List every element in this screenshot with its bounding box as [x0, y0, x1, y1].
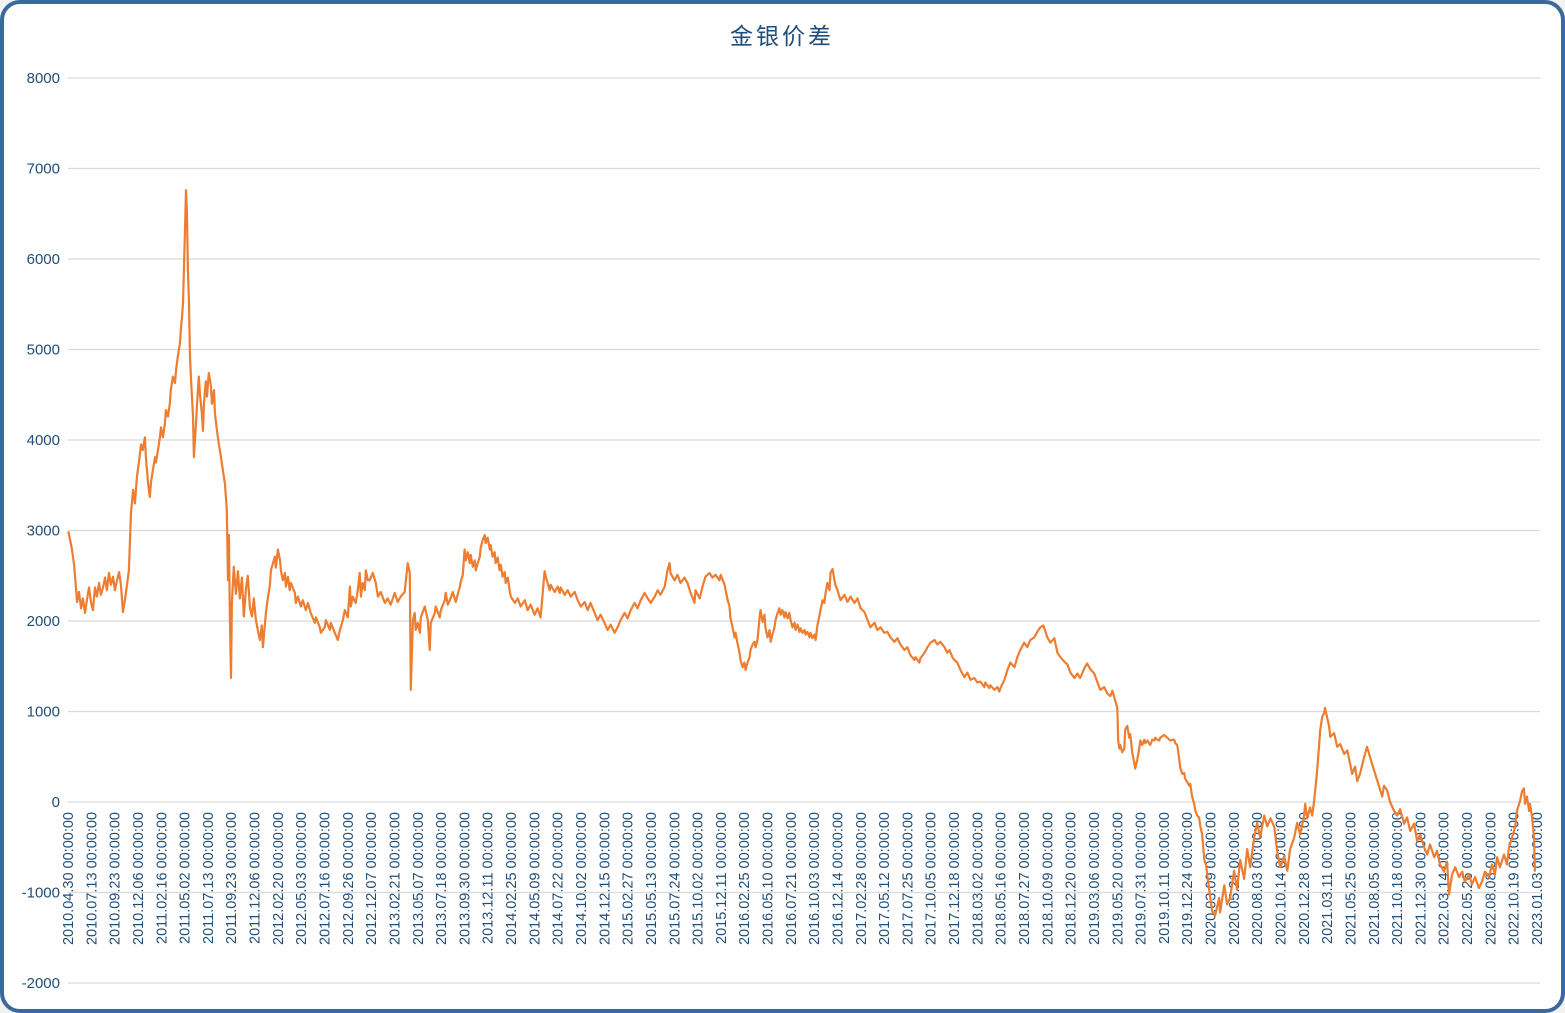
- x-axis-tick-label: 2011.12.06 00:00:00: [248, 812, 264, 944]
- x-axis-tick-label: 2018.05.16 00:00:00: [994, 812, 1010, 945]
- x-axis-tick-label: 2016.02.25 00:00:00: [737, 812, 753, 945]
- y-axis-tick-label: -1000: [22, 885, 60, 902]
- x-axis-tick-label: 2017.02.28 00:00:00: [854, 812, 870, 945]
- x-axis-tick-label: 2014.05.09 00:00:00: [527, 812, 543, 945]
- x-axis-tick-label: 2015.02.27 00:00:00: [621, 812, 637, 945]
- x-axis-tick-label: 2022.08.08 00:00:00: [1483, 812, 1499, 945]
- y-axis-tick-label: 8000: [27, 70, 60, 87]
- x-axis-tick-label: 2015.07.24 00:00:00: [667, 812, 683, 945]
- x-axis-tick-label: 2016.12.14 00:00:00: [830, 812, 846, 945]
- x-axis-tick-label: 2014.07.22 00:00:00: [551, 812, 567, 945]
- x-axis-tick-label: 2019.03.06 00:00:00: [1087, 812, 1103, 945]
- x-axis-tick-label: 2010.04.30 00:00:00: [61, 812, 77, 945]
- x-axis-tick-label: 2018.07.27 00:00:00: [1017, 812, 1033, 945]
- x-axis-tick-label: 2020.03.09 00:00:00: [1204, 812, 1220, 945]
- x-axis-tick-label: 2014.12.15 00:00:00: [597, 812, 613, 945]
- y-axis-tick-label: 3000: [27, 523, 60, 540]
- x-axis-tick-label: 2011.09.23 00:00:00: [224, 812, 240, 944]
- x-axis-tick-label: 2021.10.18 00:00:00: [1390, 812, 1406, 945]
- x-axis-tick-label: 2011.05.02 00:00:00: [178, 812, 194, 944]
- x-axis-tick-label: 2021.08.05 00:00:00: [1367, 812, 1383, 945]
- x-axis-tick-label: 2015.12.11 00:00:00: [714, 812, 730, 944]
- x-axis-tick-label: 2016.07.21 00:00:00: [784, 812, 800, 945]
- x-axis-tick-label: 2016.05.10 00:00:00: [761, 812, 777, 945]
- x-axis-tick-label: 2017.12.18 00:00:00: [947, 812, 963, 945]
- x-axis-tick-label: 2019.10.11 00:00:00: [1157, 812, 1173, 944]
- x-axis-tick-label: 2022.05.26 00:00:00: [1460, 812, 1476, 945]
- x-axis-tick-labels: 2010.04.30 00:00:00 2010.07.13 00:00:00 20…: [61, 812, 1546, 945]
- x-axis-tick-label: 2020.12.28 00:00:00: [1297, 812, 1313, 945]
- x-axis-tick-label: 2021.03.11 00:00:00: [1320, 812, 1336, 944]
- x-axis-tick-label: 2021.12.30 00:00:00: [1413, 812, 1429, 945]
- y-axis-tick-label: 5000: [27, 342, 60, 359]
- x-axis-tick-label: 2012.07.16 00:00:00: [317, 812, 333, 945]
- y-axis-tick-label: 1000: [27, 704, 60, 721]
- y-axis-tick-label: 6000: [27, 251, 60, 268]
- chart-plot-area: 2010.04.30 00:00:00 2010.07.13 00:00:00 20…: [22, 24, 1546, 992]
- x-axis-tick-label: 2010.09.23 00:00:00: [108, 812, 124, 945]
- y-axis-tick-label: 2000: [27, 613, 60, 630]
- x-axis-tick-label: 2016.10.03 00:00:00: [807, 812, 823, 945]
- price-spread-line: [67, 189, 1536, 917]
- y-axis-tick-labels: 8000 7000 6000 5000 4000 3000 2000 1000 0 -1000 -2…: [22, 70, 60, 992]
- x-axis-tick-label: 2013.09.30 00:00:00: [457, 812, 473, 945]
- y-axis-tick-label: -2000: [22, 975, 60, 992]
- x-axis-tick-label: 2015.05.13 00:00:00: [644, 812, 660, 945]
- x-axis-tick-label: 2019.05.20 00:00:00: [1110, 812, 1126, 945]
- x-axis-tick-label: 2017.07.25 00:00:00: [900, 812, 916, 945]
- x-axis-tick-label: 2017.10.05 00:00:00: [924, 812, 940, 945]
- x-axis-tick-label: 2014.02.25 00:00:00: [504, 812, 520, 945]
- x-axis-tick-label: 2013.02.21 00:00:00: [387, 812, 403, 945]
- x-axis-tick-label: 2011.07.13 00:00:00: [201, 812, 217, 944]
- x-axis-tick-label: 2012.05.03 00:00:00: [294, 812, 310, 945]
- x-axis-tick-label: 2012.02.20 00:00:00: [271, 812, 287, 945]
- x-axis-tick-label: 2018.12.20 00:00:00: [1064, 812, 1080, 945]
- x-axis-tick-label: 2014.10.02 00:00:00: [574, 812, 590, 945]
- x-axis-tick-label: 2013.05.07 00:00:00: [411, 812, 427, 945]
- x-axis-tick-label: 2021.05.25 00:00:00: [1343, 812, 1359, 945]
- x-axis-tick-label: 2018.10.09 00:00:00: [1040, 812, 1056, 945]
- x-axis-tick-label: 2011.02.16 00:00:00: [154, 812, 170, 944]
- x-axis-tick-label: 2018.03.02 00:00:00: [970, 812, 986, 945]
- x-axis-tick-label: 2013.07.18 00:00:00: [434, 812, 450, 945]
- x-axis-tick-label: 2015.10.02 00:00:00: [691, 812, 707, 945]
- x-axis-tick-label: 2010.07.13 00:00:00: [84, 812, 100, 945]
- x-axis-tick-label: 2017.05.12 00:00:00: [877, 812, 893, 945]
- x-axis-tick-label: 2019.07.31 00:00:00: [1134, 812, 1150, 945]
- y-axis-tick-label: 0: [52, 794, 60, 811]
- x-axis-tick-label: 2019.12.24 00:00:00: [1180, 812, 1196, 945]
- y-axis-tick-label: 4000: [27, 432, 60, 449]
- x-axis-tick-label: 2012.09.26 00:00:00: [341, 812, 357, 945]
- x-axis-tick-label: 2022.03.14 00:00:00: [1437, 812, 1453, 945]
- x-axis-tick-label: 2010.12.06 00:00:00: [131, 812, 147, 945]
- chart-title: 金银价差: [730, 24, 834, 50]
- x-axis-tick-label: 2012.12.07 00:00:00: [364, 812, 380, 945]
- y-axis-tick-label: 7000: [27, 161, 60, 178]
- x-axis-tick-label: 2013.12.11 00:00:00: [481, 812, 497, 944]
